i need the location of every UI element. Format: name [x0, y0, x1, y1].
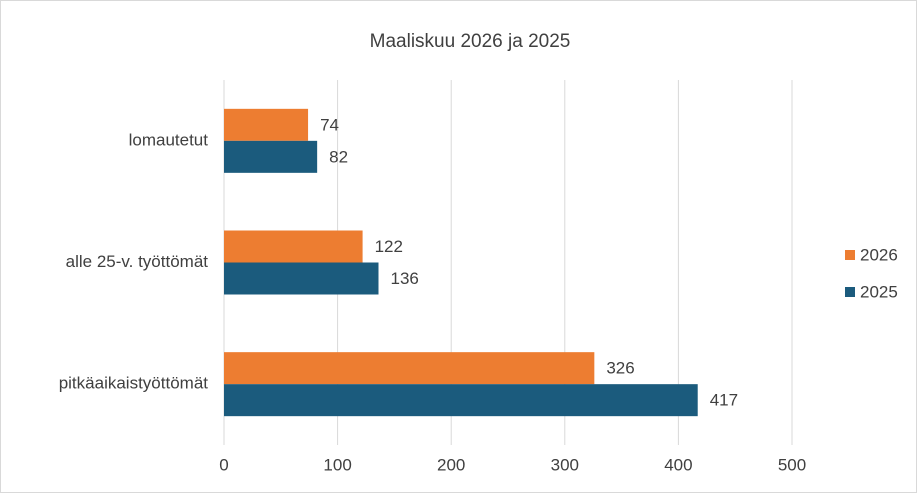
y-tick-label: alle 25-v. työttömät — [66, 252, 209, 271]
data-label: 122 — [375, 237, 403, 256]
y-tick-label: pitkäaikaistyöttömät — [59, 374, 209, 393]
legend-swatch — [845, 250, 855, 260]
bar — [224, 108, 309, 141]
x-tick-label: 300 — [551, 455, 579, 474]
data-label: 417 — [710, 391, 738, 410]
bar — [224, 352, 595, 385]
x-tick-label: 100 — [323, 455, 351, 474]
legend-label: 2025 — [860, 282, 898, 301]
y-tick-label: lomautetut — [129, 130, 209, 149]
bar — [224, 262, 379, 295]
data-label: 74 — [320, 115, 339, 134]
bar — [224, 384, 698, 417]
x-tick-label: 500 — [778, 455, 806, 474]
x-tick-label: 400 — [664, 455, 692, 474]
x-tick-label: 0 — [219, 455, 228, 474]
x-tick-label: 200 — [437, 455, 465, 474]
bar — [224, 140, 318, 173]
data-label: 136 — [390, 269, 418, 288]
chart-title: Maaliskuu 2026 ja 2025 — [370, 31, 571, 52]
legend-swatch — [845, 287, 855, 297]
data-label: 326 — [606, 359, 634, 378]
legend-label: 2026 — [860, 245, 898, 264]
bar — [224, 230, 363, 263]
data-label: 82 — [329, 147, 348, 166]
